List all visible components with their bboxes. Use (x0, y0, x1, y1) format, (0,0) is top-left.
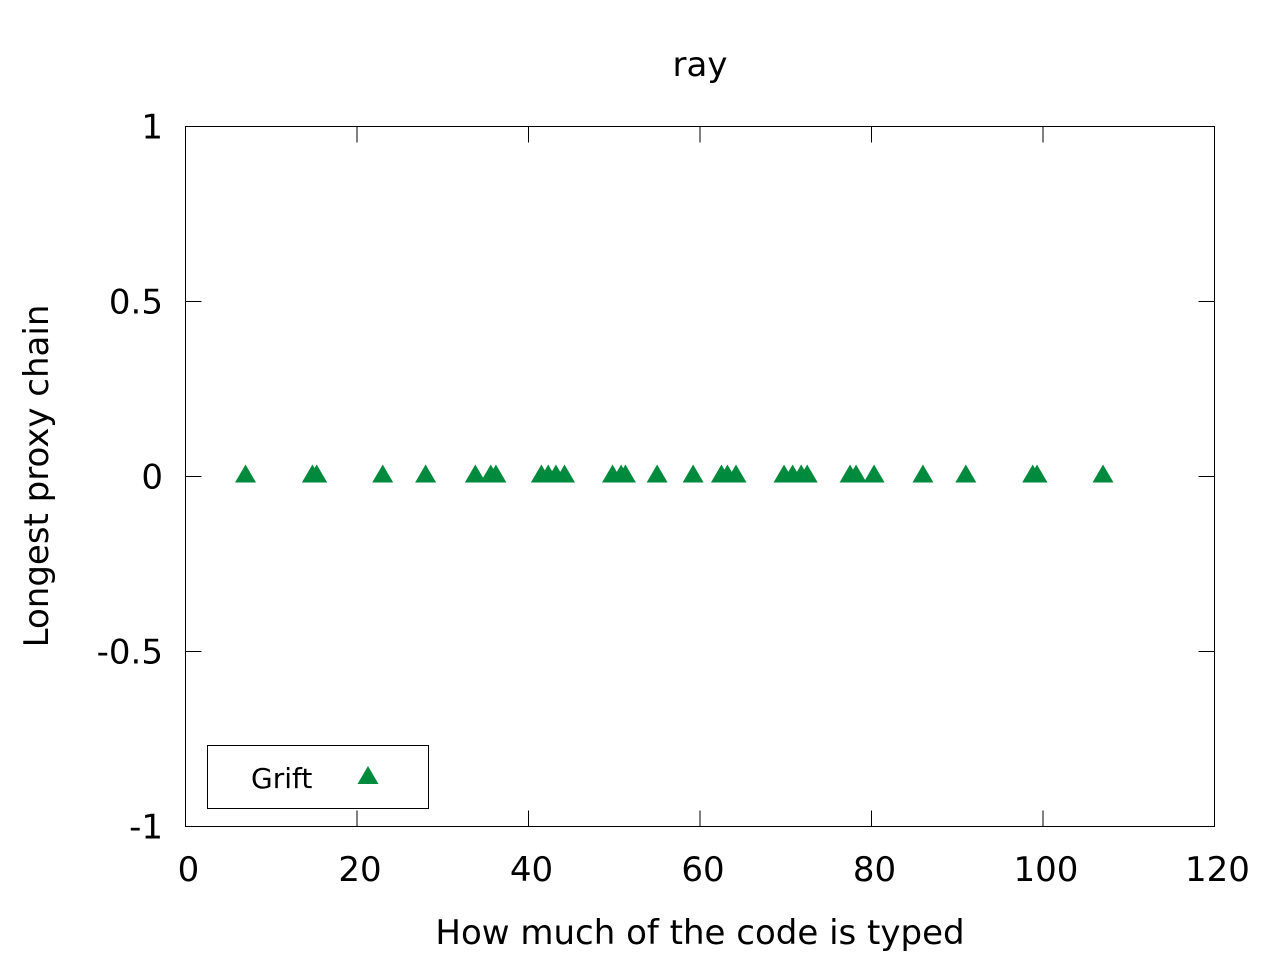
data-point (235, 464, 257, 483)
x-tick-label: 20 (338, 850, 381, 890)
data-point (415, 464, 437, 483)
data-point (1092, 464, 1114, 483)
y-tick-label: -1 (129, 808, 163, 848)
data-point (845, 464, 867, 483)
data-point (796, 464, 818, 483)
data-point (306, 464, 328, 483)
axis-ticks (185, 126, 1215, 827)
y-tick-label: -0.5 (97, 633, 163, 673)
y-tick-label: 0 (141, 458, 163, 498)
legend-marker-grift (357, 766, 379, 784)
y-axis-label: Longest proxy chain (17, 305, 57, 648)
data-point (614, 464, 636, 483)
x-tick-label: 40 (510, 850, 553, 890)
data-point (863, 464, 885, 483)
x-tick-label: 60 (681, 850, 724, 890)
legend-box (207, 745, 429, 809)
x-tick-label: 80 (853, 850, 896, 890)
data-points (235, 464, 1114, 483)
data-point (682, 464, 704, 483)
data-point (912, 464, 934, 483)
legend: Grift (207, 745, 429, 809)
data-point (1026, 464, 1048, 483)
chart-title: ray (673, 45, 728, 85)
data-point (955, 464, 977, 483)
x-tick-label: 0 (178, 850, 200, 890)
x-tick-label: 120 (1185, 850, 1250, 890)
y-tick-label: 0.5 (109, 283, 163, 323)
data-point (646, 464, 668, 483)
x-axis-label: How much of the code is typed (435, 913, 964, 953)
plot-frame (185, 126, 1215, 827)
data-point (372, 464, 394, 483)
data-point (725, 464, 747, 483)
data-point (485, 464, 507, 483)
legend-label-grift: Grift (251, 762, 312, 795)
tick-labels: 0 20 40 60 80 100 120 1 0.5 0 -0.5 -1 (97, 108, 1250, 891)
data-point (554, 464, 576, 483)
y-tick-label: 1 (141, 108, 163, 148)
data-point (464, 464, 486, 483)
x-tick-label: 100 (1014, 850, 1079, 890)
